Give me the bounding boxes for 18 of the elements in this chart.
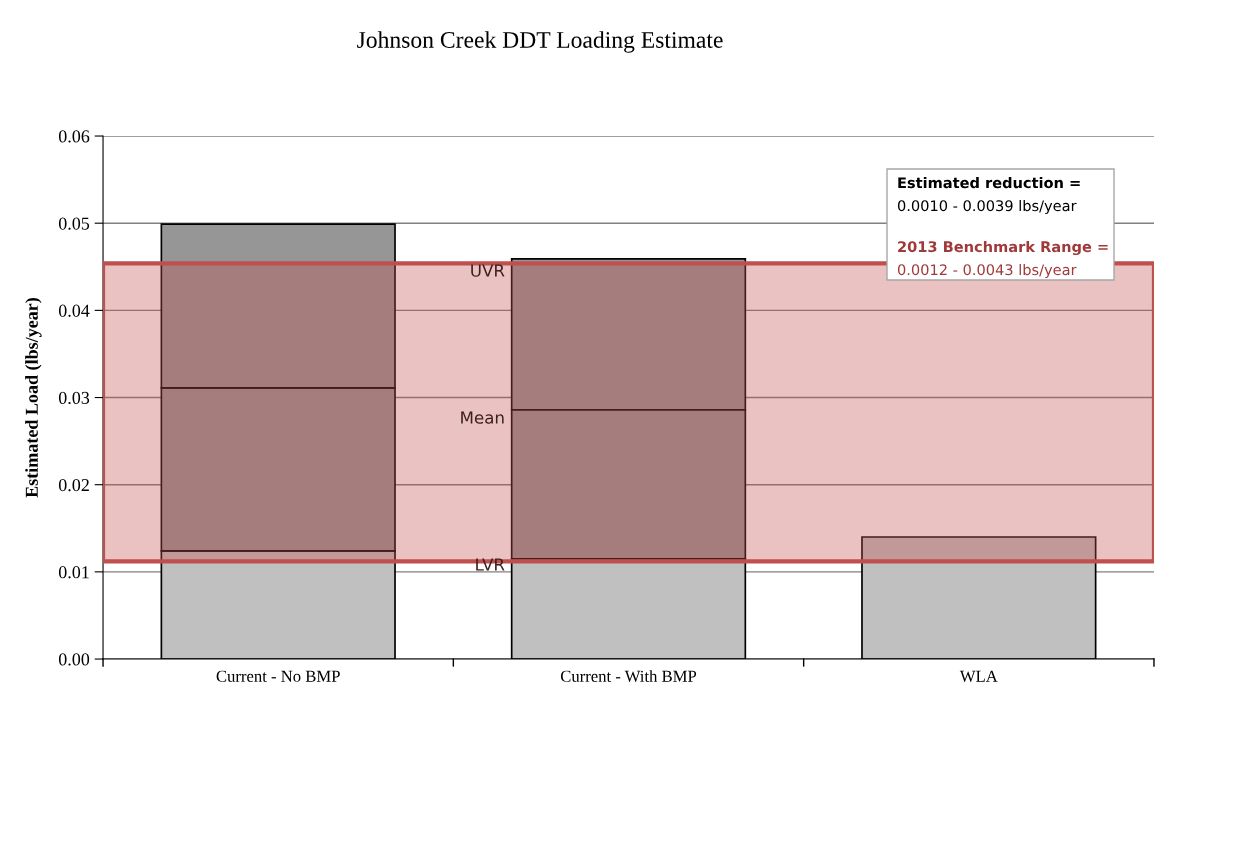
annotation: 0.0010 - 0.0039 lbs/year (897, 199, 1077, 215)
annotation: Estimated reduction = (898, 176, 1080, 189)
x-tick-label: Current - With BMP (560, 670, 697, 682)
y-tick-label: 0.03 (58, 391, 90, 405)
y-axis-title: Estimated Load (lbs/year) (25, 298, 42, 498)
chart-title: Johnson Creek DDT Loading Estimate (357, 31, 723, 53)
y-tick-label: 0.01 (58, 566, 89, 579)
x-tick-label: WLA (959, 670, 998, 682)
annotation: 0.0012 - 0.0043 lbs/year (897, 263, 1077, 279)
y-tick-label: 0.06 (58, 130, 90, 143)
y-tick-label: 0.02 (58, 478, 89, 492)
annotation: 2013 Benchmark Range = (898, 240, 1108, 256)
y-tick-label: 0.00 (58, 653, 90, 666)
y-tick-label: 0.05 (58, 217, 90, 230)
annotation: Mean (461, 411, 504, 424)
annotation: UVR (471, 264, 505, 277)
x-tick-label: Current - No BMP (216, 670, 340, 682)
y-tick-label: 0.04 (58, 304, 90, 317)
